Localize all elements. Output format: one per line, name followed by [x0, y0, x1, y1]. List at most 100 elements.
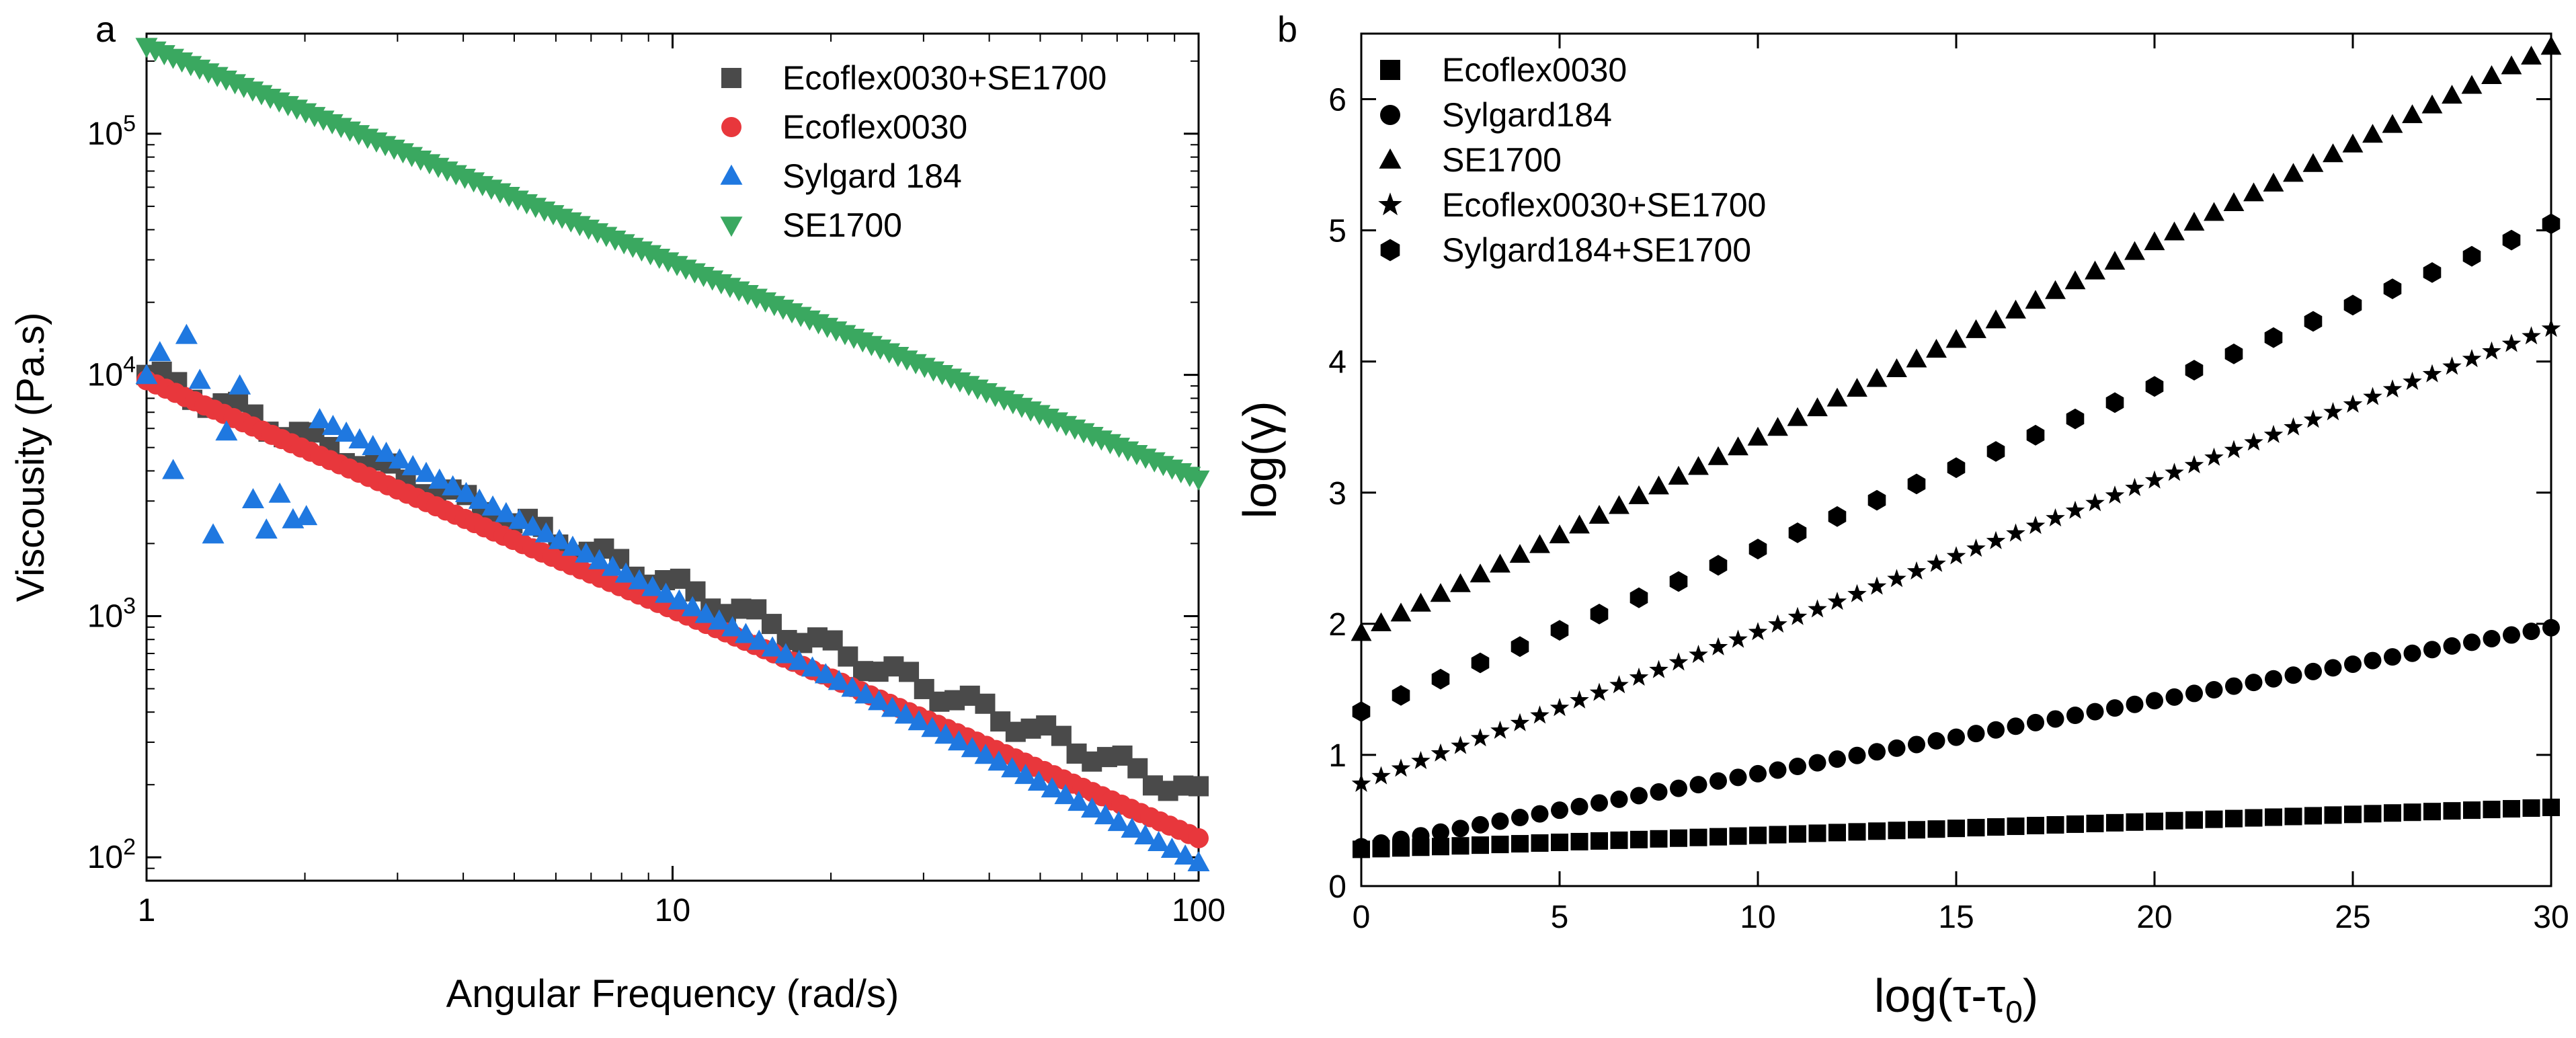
data-point	[1107, 811, 1130, 832]
data-point	[1430, 583, 1451, 602]
data-point	[1591, 794, 1608, 812]
data-point	[1866, 368, 1888, 387]
data-point	[2007, 717, 2025, 735]
data-point	[1187, 470, 1210, 491]
data-point	[1927, 820, 1945, 838]
data-point	[1589, 682, 1609, 701]
x-tick-label: 5	[1551, 900, 1569, 935]
data-point	[1531, 834, 1549, 852]
data-point	[375, 441, 398, 462]
data-point	[2521, 45, 2542, 65]
legend-marker-ecoflex0030-se1700	[721, 68, 741, 88]
data-point	[2265, 808, 2282, 826]
y-axis-title: log(γ)	[1234, 401, 1286, 518]
data-point	[1609, 495, 1629, 514]
data-point	[2540, 36, 2562, 55]
data-point	[135, 364, 158, 385]
x-tick-label: 10	[655, 893, 690, 928]
data-point	[2185, 684, 2203, 703]
data-point	[575, 542, 598, 563]
data-point	[2283, 163, 2304, 182]
data-point	[1550, 620, 1569, 641]
data-point	[2224, 344, 2243, 364]
data-point	[495, 502, 518, 522]
data-point	[1509, 544, 1531, 563]
y-tick-label: 105	[87, 111, 136, 152]
data-point	[2382, 379, 2403, 398]
data-point	[601, 555, 624, 576]
data-point	[2483, 629, 2501, 647]
data-point	[628, 569, 651, 590]
data-point	[2522, 799, 2540, 817]
data-point	[748, 629, 770, 650]
data-point	[1927, 732, 1945, 750]
data-point	[2442, 356, 2462, 375]
data-point	[2343, 294, 2362, 316]
data-point	[2302, 153, 2324, 172]
data-point	[268, 482, 291, 503]
data-point	[1827, 592, 1847, 610]
data-point	[2481, 65, 2502, 85]
data-point	[1189, 828, 1209, 848]
data-point	[2461, 75, 2483, 94]
data-point	[1787, 407, 1808, 426]
x-tick-label: 15	[1938, 900, 1974, 935]
y-tick-label: 3	[1328, 476, 1346, 512]
data-point	[828, 670, 850, 690]
data-point	[1906, 561, 1927, 580]
data-point	[2086, 814, 2104, 832]
data-point	[1650, 783, 1668, 801]
data-point	[1648, 475, 1669, 495]
data-point	[2204, 202, 2224, 221]
data-point	[2463, 801, 2481, 820]
data-point	[2066, 707, 2084, 725]
data-point	[708, 609, 731, 630]
y-tick-label: 6	[1328, 83, 1346, 118]
data-point	[2066, 408, 2085, 430]
data-point	[641, 575, 664, 596]
legend-marker-sylgard184-se1700	[1380, 239, 1400, 262]
x-axis-title: Angular Frequency (rad/s)	[446, 972, 899, 1016]
data-point	[2165, 463, 2184, 481]
data-point	[2027, 817, 2044, 835]
data-point	[508, 508, 531, 529]
data-point	[1828, 824, 1846, 842]
data-point	[1530, 705, 1549, 724]
data-point	[801, 656, 824, 677]
data-point	[2184, 455, 2204, 474]
legend-marker-sylgard184	[1380, 105, 1400, 125]
data-point	[1907, 473, 1926, 495]
data-point	[1986, 441, 2005, 462]
data-point	[694, 602, 717, 623]
data-point	[1728, 436, 1748, 456]
data-point	[2503, 626, 2520, 644]
data-point	[2046, 710, 2064, 728]
data-point	[401, 454, 424, 475]
data-point	[2503, 800, 2520, 818]
data-point	[1708, 637, 1728, 655]
data-point	[1808, 599, 1827, 618]
data-point	[881, 696, 903, 717]
data-point	[1945, 329, 1967, 348]
data-point	[521, 515, 544, 536]
data-point	[1051, 725, 1072, 746]
data-point	[2382, 114, 2403, 133]
data-point	[2165, 688, 2183, 706]
y-tick-label: 4	[1328, 345, 1346, 381]
data-point	[2265, 670, 2282, 688]
legend-label: Sylgard184	[1442, 96, 1612, 134]
x-tick-label: 10	[1740, 900, 1775, 935]
data-point	[2204, 447, 2224, 466]
data-point	[2482, 341, 2501, 360]
data-point	[321, 415, 344, 436]
data-point	[2126, 813, 2144, 831]
data-point	[2205, 681, 2223, 699]
data-point	[1351, 622, 1372, 641]
data-point	[2005, 299, 2026, 319]
legend-label: Ecoflex0030+SE1700	[1442, 186, 1766, 224]
data-point	[1987, 818, 2005, 836]
data-point	[1749, 764, 1767, 783]
data-point	[481, 495, 504, 516]
data-point	[2006, 523, 2025, 542]
data-point	[1668, 465, 1689, 485]
